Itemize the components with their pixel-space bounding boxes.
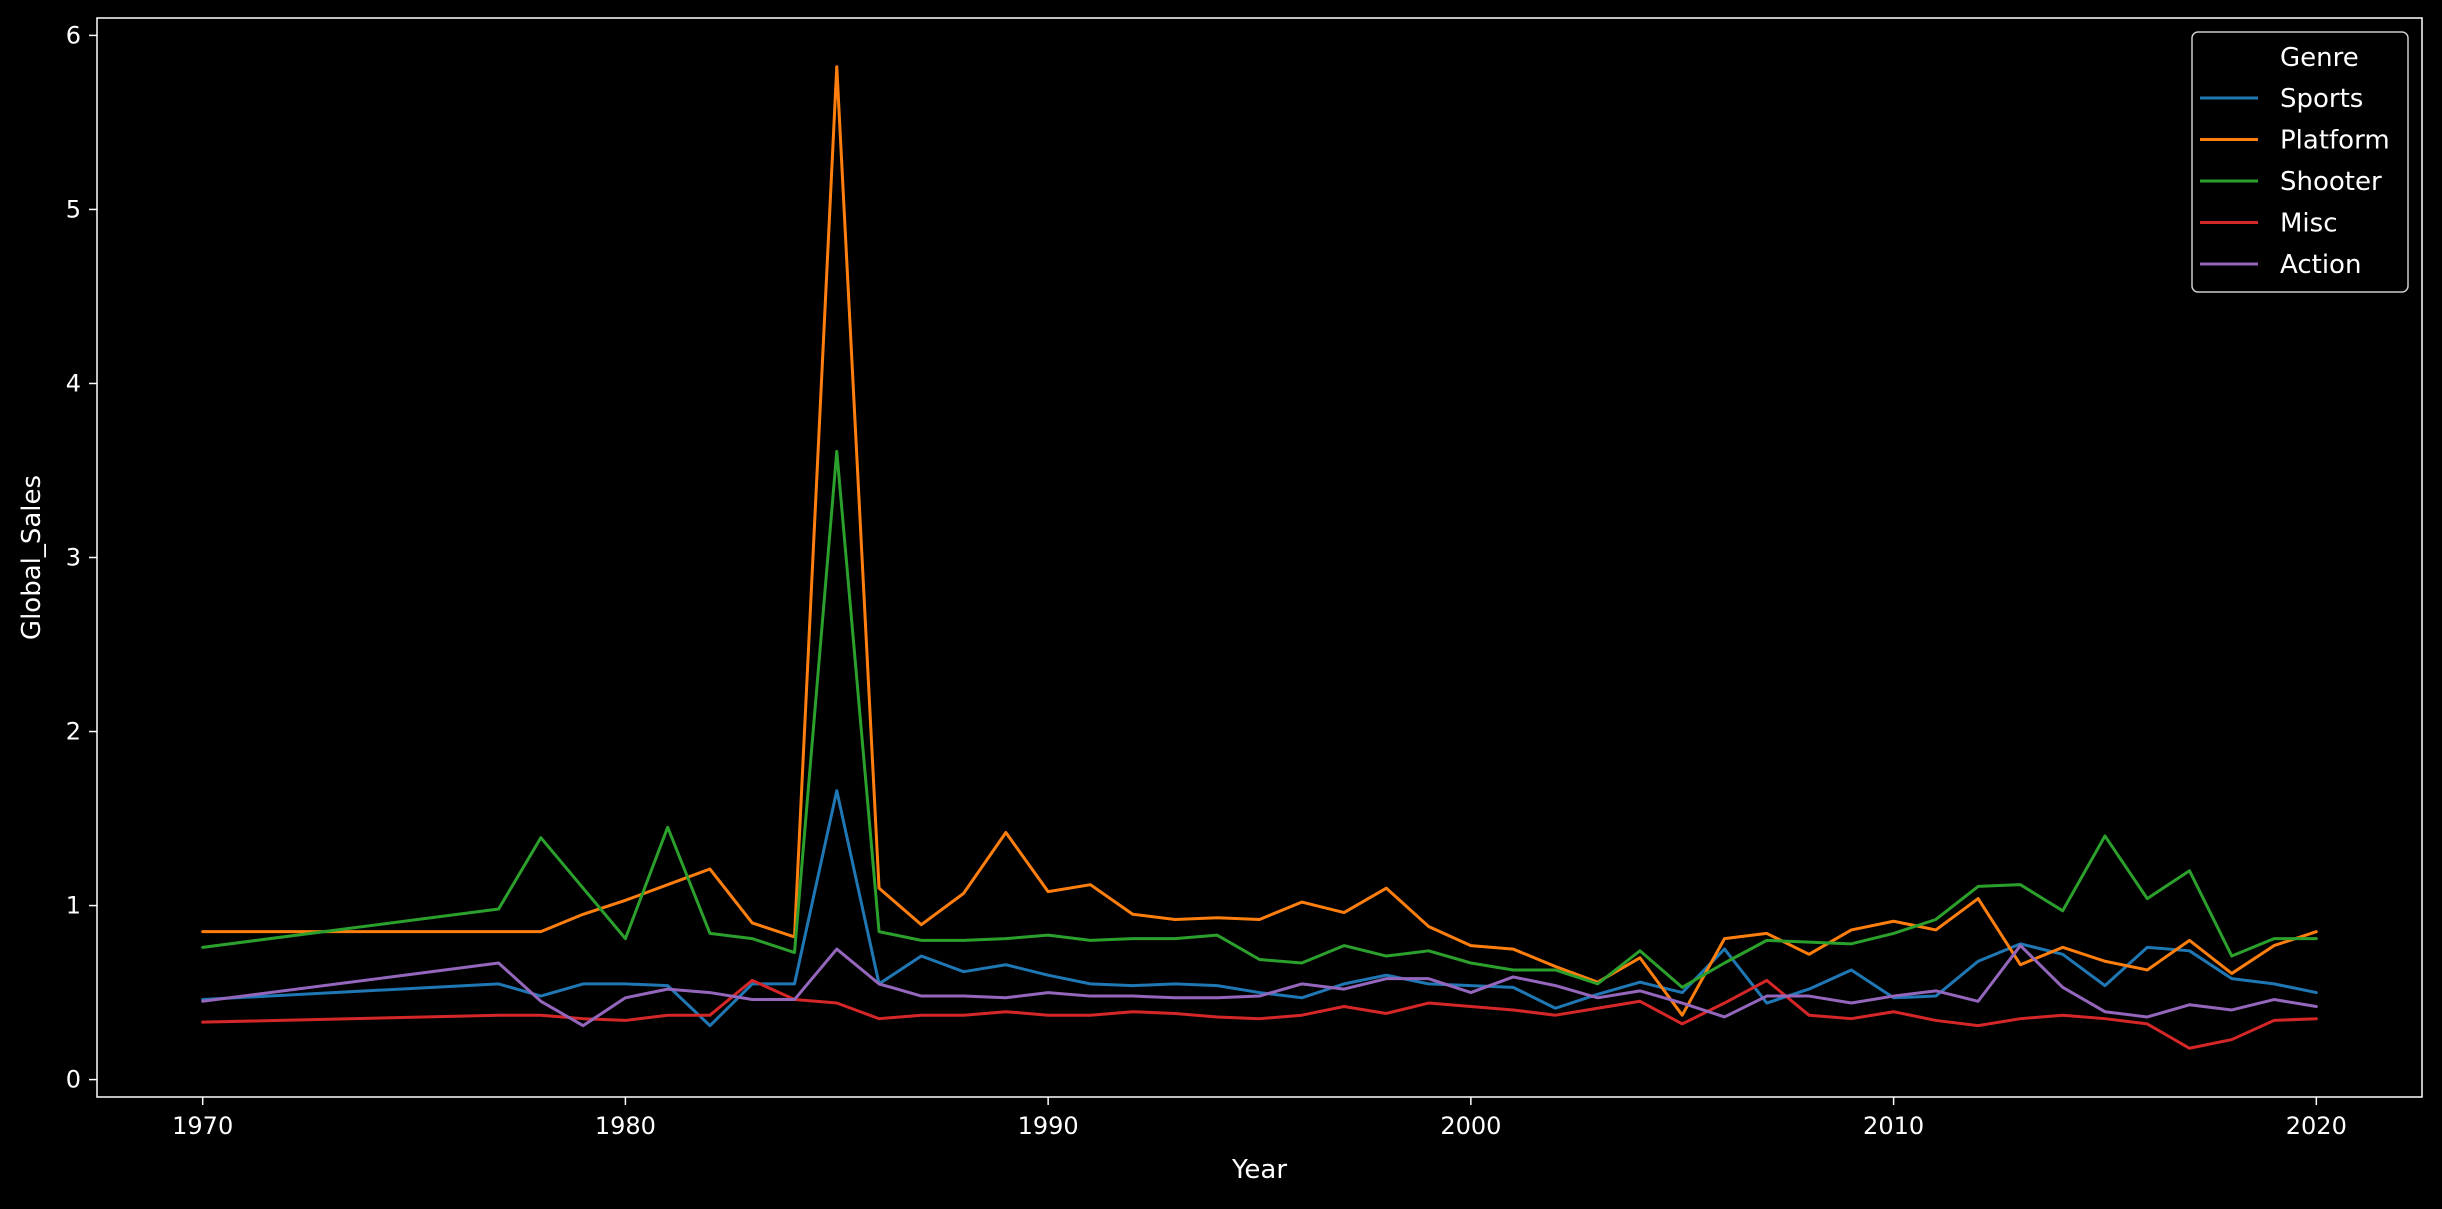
x-tick-label: 1980 [595,1112,656,1140]
y-tick-label: 1 [66,892,81,920]
series-line-shooter [201,449,2318,989]
legend-label-sports: Sports [2280,84,2363,114]
y-tick-label: 0 [66,1066,81,1094]
y-tick-label: 4 [66,369,81,397]
legend-label-misc: Misc [2280,209,2338,239]
legend-label-shooter: Shooter [2280,167,2382,197]
x-tick-label: 1990 [1018,1112,1079,1140]
x-axis-label: Year [1231,1155,1287,1185]
legend-entries: Sports Platform Shooter Misc Action [2200,84,2390,280]
series-line-action [201,944,2318,1028]
y-tick-label: 6 [66,21,81,49]
series-line-misc [201,978,2318,1050]
legend-title: Genre [2280,43,2359,73]
series-line-sports [201,789,2318,1028]
x-tick-label: 2020 [2286,1112,2347,1140]
y-tick-label: 5 [66,195,81,223]
y-tick-label: 3 [66,544,81,572]
legend-label-platform: Platform [2280,126,2390,156]
x-axis-ticks: 1970 1980 1990 2000 2010 2020 [172,1097,2347,1140]
y-axis-label: Global_Sales [17,475,47,640]
x-tick-label: 2000 [1440,1112,1501,1140]
legend: Genre Sports Platform Shooter Misc Action [2191,31,2409,293]
y-axis-ticks: 0 1 2 3 4 5 6 [66,21,97,1094]
x-tick-label: 1970 [172,1112,233,1140]
y-tick-label: 2 [66,718,81,746]
legend-label-action: Action [2280,250,2361,280]
series-layer [201,65,2318,1050]
x-tick-label: 2010 [1863,1112,1924,1140]
